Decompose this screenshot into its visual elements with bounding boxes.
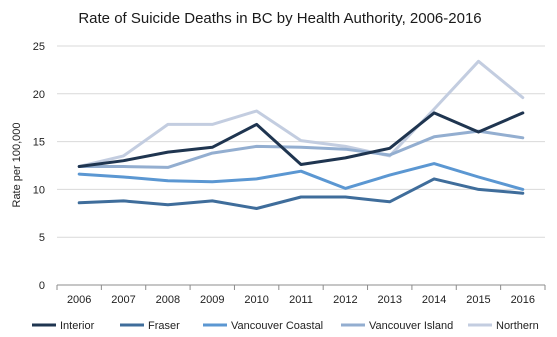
chart-title: Rate of Suicide Deaths in BC by Health A… <box>78 10 481 27</box>
series-line-vancouver-island <box>77 129 525 169</box>
legend-label-vancouver-coastal: Vancouver Coastal <box>231 320 323 332</box>
legend-label-vancouver-island: Vancouver Island <box>369 320 453 332</box>
y-axis-title: Rate per 100,000 <box>11 122 23 207</box>
x-tick-label: 2007 <box>111 294 135 306</box>
x-tick-label: 2016 <box>511 294 535 306</box>
x-tick-label: 2013 <box>377 294 401 306</box>
x-tick-label: 2009 <box>200 294 224 306</box>
legend-label-fraser: Fraser <box>148 320 180 332</box>
x-tick-label: 2006 <box>67 294 91 306</box>
legend: Interior Fraser Vancouver Coastal Vancouver… <box>32 320 539 332</box>
y-tick-label: 10 <box>33 184 45 196</box>
y-tick-label: 25 <box>33 41 45 53</box>
y-tick-label: 0 <box>39 280 45 292</box>
series-line-northern <box>77 59 525 168</box>
x-tick-label: 2012 <box>333 294 357 306</box>
x-tick-label: 2015 <box>466 294 490 306</box>
x-tick-label: 2014 <box>422 294 446 306</box>
y-tick-label: 20 <box>33 89 45 101</box>
axes: 0 5 10 15 20 25 2006 2007 2008 2009 2010 2011 2012 20… <box>33 41 546 306</box>
y-tick-label: 5 <box>39 232 45 244</box>
y-tick-label: 15 <box>33 137 45 149</box>
x-tick-label: 2011 <box>289 294 313 306</box>
series-line-interior <box>77 111 525 168</box>
series-lines <box>77 59 525 210</box>
legend-label-northern: Northern <box>496 320 539 332</box>
series-line-vancouver-coastal <box>77 162 525 191</box>
x-tick-label: 2010 <box>244 294 268 306</box>
x-tick-label: 2008 <box>156 294 180 306</box>
legend-label-interior: Interior <box>60 320 95 332</box>
series-line-fraser <box>77 177 525 210</box>
